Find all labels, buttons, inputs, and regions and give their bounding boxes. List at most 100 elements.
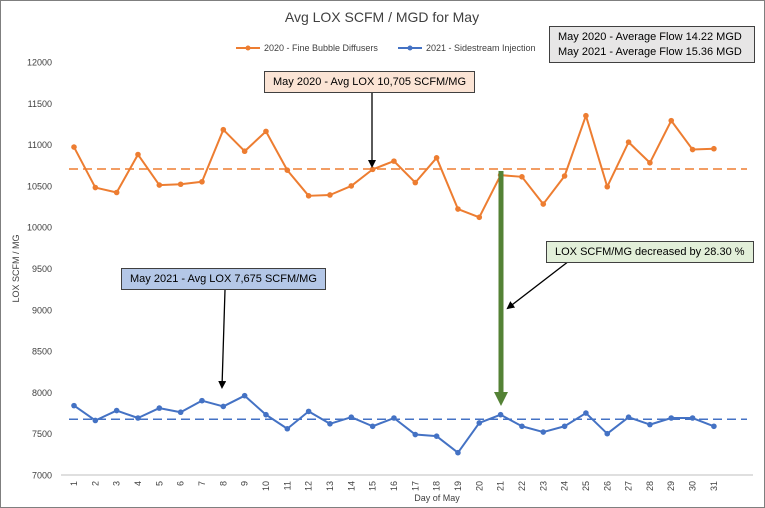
data-point-1 <box>305 193 312 199</box>
x-tick-label: 16 <box>389 481 399 491</box>
x-tick-label: 14 <box>346 481 356 491</box>
data-point-1 <box>583 112 589 119</box>
data-point-1 <box>327 192 333 198</box>
y-axis-title: LOX SCFM / MG <box>11 234 21 302</box>
data-point-2 <box>327 420 333 427</box>
x-tick-label: 1 <box>69 481 79 486</box>
x-tick-label: 27 <box>624 481 634 491</box>
avg-2020-callout: May 2020 - Avg LOX 10,705 SCFM/MG <box>264 71 475 93</box>
data-point-1 <box>199 178 205 185</box>
data-point-2 <box>519 423 525 430</box>
x-tick-label: 6 <box>176 481 186 486</box>
data-point-1 <box>689 146 696 153</box>
data-point-2 <box>711 423 717 430</box>
data-point-2 <box>177 409 184 416</box>
data-point-1 <box>455 206 461 212</box>
data-point-1 <box>156 182 163 188</box>
data-point-2 <box>455 449 461 456</box>
data-point-1 <box>71 144 77 150</box>
x-tick-label: 23 <box>538 481 548 491</box>
data-point-2 <box>604 430 611 437</box>
chart-title: Avg LOX SCFM / MGD for May <box>285 9 479 25</box>
y-tick-label: 12000 <box>27 58 52 68</box>
series-line-1 <box>73 114 714 219</box>
data-point-2 <box>92 417 99 424</box>
data-point-1 <box>711 145 717 152</box>
data-point-1 <box>412 179 419 186</box>
data-point-2 <box>497 411 504 418</box>
data-point-2 <box>241 392 248 399</box>
data-point-2 <box>647 421 653 428</box>
legend-label-2: 2021 - Sidestream Injection <box>426 43 536 53</box>
data-point-1 <box>433 155 440 161</box>
data-point-1 <box>476 214 483 221</box>
data-point-2 <box>71 402 77 409</box>
data-point-1 <box>177 181 184 188</box>
data-point-1 <box>284 167 291 174</box>
x-tick-label: 11 <box>282 481 292 490</box>
y-tick-label: 7000 <box>32 471 52 481</box>
y-tick-label: 8000 <box>32 388 52 398</box>
data-point-2 <box>540 429 547 435</box>
avg-2021-callout: May 2021 - Avg LOX 7,675 SCFM/MG <box>121 268 326 290</box>
x-tick-label: 30 <box>688 481 698 491</box>
x-tick-label: 9 <box>240 481 250 486</box>
data-point-2 <box>135 415 141 421</box>
x-tick-label: 21 <box>496 481 506 491</box>
data-point-2 <box>561 423 568 430</box>
y-tick-label: 7500 <box>32 429 52 439</box>
data-point-2 <box>156 405 163 411</box>
legend-label-1: 2020 - Fine Bubble Diffusers <box>264 43 378 53</box>
x-tick-label: 5 <box>154 481 164 486</box>
x-axis-title: Day of May <box>414 493 460 503</box>
data-point-1 <box>668 117 675 124</box>
flow-2021-text: May 2021 - Average Flow 15.36 MGD <box>558 46 742 58</box>
data-point-1 <box>561 173 568 179</box>
data-point-2 <box>689 415 696 421</box>
x-tick-label: 24 <box>560 481 570 491</box>
data-point-2 <box>220 403 227 410</box>
data-point-1 <box>519 174 525 180</box>
x-tick-label: 20 <box>474 481 484 491</box>
x-tick-label: 10 <box>261 481 271 491</box>
data-point-2 <box>305 408 312 415</box>
data-point-1 <box>220 126 227 133</box>
flow-2020-text: May 2020 - Average Flow 14.22 MGD <box>558 31 742 43</box>
y-tick-label: 8500 <box>32 347 52 357</box>
data-point-1 <box>92 184 99 191</box>
average-flow-box: May 2020 - Average Flow 14.22 MGD May 20… <box>549 26 755 63</box>
x-tick-label: 25 <box>581 481 591 491</box>
x-tick-label: 29 <box>666 481 676 491</box>
y-tick-label: 9500 <box>32 264 52 274</box>
data-point-2 <box>668 415 675 421</box>
data-point-1 <box>135 151 141 158</box>
x-tick-label: 13 <box>325 481 335 491</box>
data-point-1 <box>348 183 355 189</box>
data-point-1 <box>604 183 611 190</box>
data-point-1 <box>540 201 547 207</box>
x-tick-label: 19 <box>453 481 463 491</box>
x-tick-label: 17 <box>410 481 420 491</box>
data-point-1 <box>263 128 269 135</box>
data-point-2 <box>113 407 120 414</box>
data-point-2 <box>199 397 205 404</box>
data-point-2 <box>369 423 376 430</box>
data-point-2 <box>391 415 397 421</box>
y-tick-label: 11000 <box>28 140 52 150</box>
data-point-2 <box>583 410 589 416</box>
x-tick-label: 31 <box>709 481 719 491</box>
data-point-2 <box>476 420 483 426</box>
data-point-2 <box>433 433 440 439</box>
legend-marker-1 <box>245 45 251 51</box>
x-tick-label: 26 <box>602 481 612 491</box>
data-point-1 <box>391 158 397 164</box>
x-tick-label: 15 <box>368 481 378 491</box>
y-tick-label: 9000 <box>32 305 52 315</box>
data-point-2 <box>348 414 355 420</box>
x-tick-label: 12 <box>304 481 314 491</box>
x-tick-label: 3 <box>112 481 122 486</box>
x-tick-label: 4 <box>133 481 143 486</box>
x-tick-label: 22 <box>517 481 527 491</box>
